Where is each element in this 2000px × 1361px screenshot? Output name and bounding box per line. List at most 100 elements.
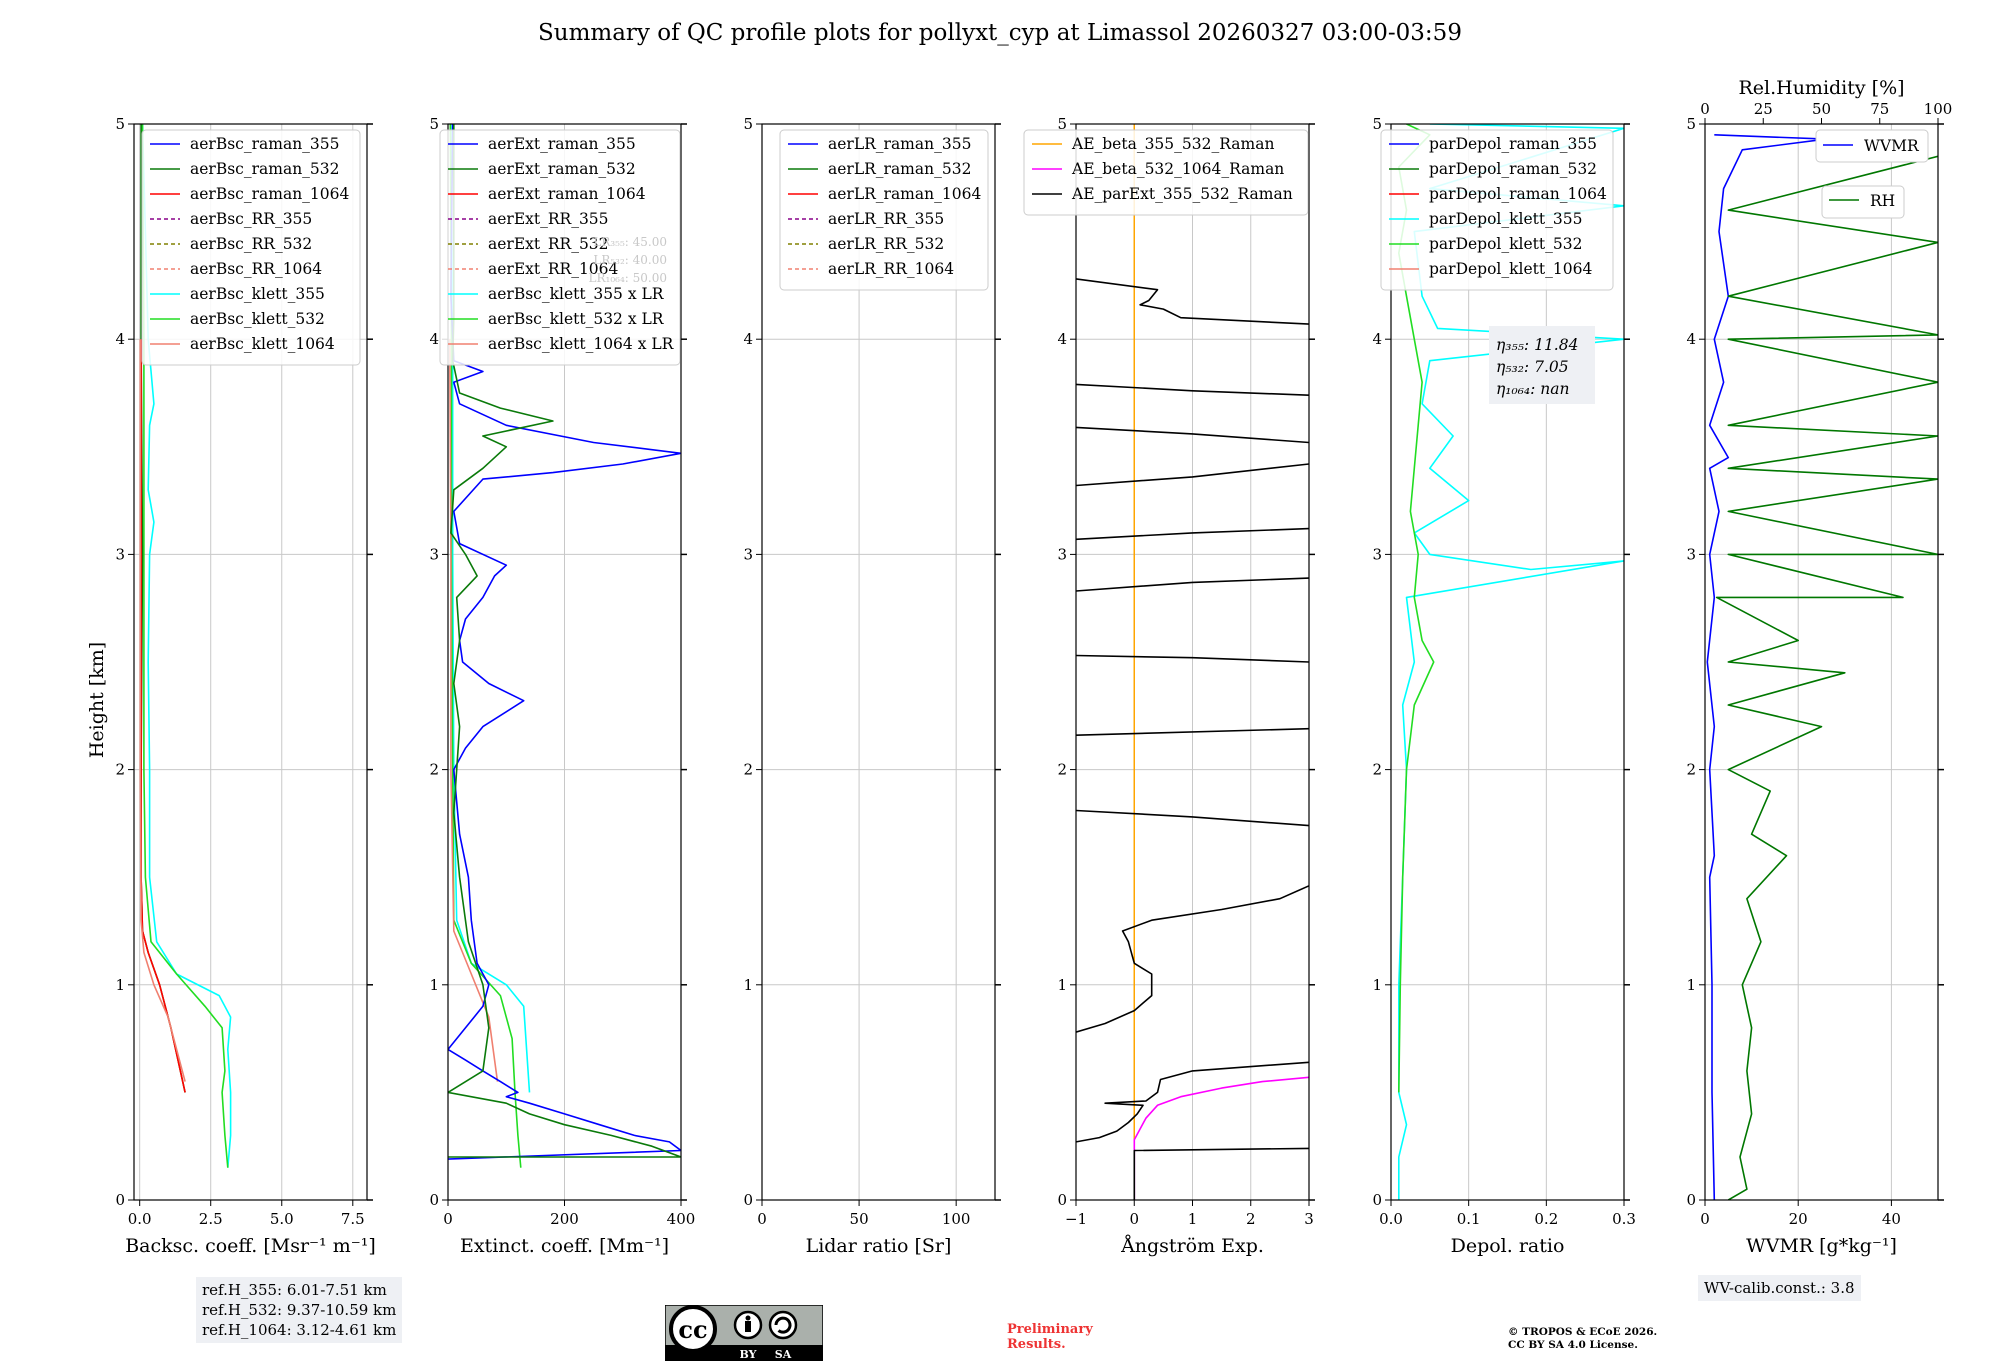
legend: aerBsc_raman_355 aerBsc_raman_532 aerBsc_r… bbox=[141, 129, 361, 366]
x-tick-label: 20 bbox=[1789, 1210, 1808, 1228]
y-tick-label: 0 bbox=[429, 1191, 439, 1209]
legend-entry: aerLR_raman_1064 bbox=[828, 185, 981, 203]
top-tick-label: 0 bbox=[1700, 100, 1710, 118]
series-line-aerBsc_raman_1064 bbox=[140, 339, 186, 1093]
legend-entry: parDepol_klett_1064 bbox=[1429, 260, 1592, 278]
x-tick-label: 2.5 bbox=[199, 1210, 223, 1228]
legend-entry: aerLR_raman_355 bbox=[828, 135, 971, 153]
x-tick-label: 1 bbox=[1188, 1210, 1198, 1228]
legend-entry: aerBsc_RR_1064 bbox=[190, 260, 322, 278]
copyright-note: © TROPOS & ECoE 2026. CC BY SA 4.0 Licen… bbox=[1508, 1326, 1657, 1352]
legend: parDepol_raman_355 parDepol_raman_532 parD… bbox=[1380, 129, 1614, 291]
top-tick-label: 100 bbox=[1924, 100, 1953, 118]
y-tick-label: 2 bbox=[1057, 761, 1067, 779]
panel-ext: 0 200 400 0 1 2 3 4 5 Extinct. coeff. [Mm⁻¹] aerEx… bbox=[429, 115, 695, 1257]
series-group bbox=[448, 124, 681, 1168]
legend-entry: aerExt_RR_355 bbox=[488, 210, 609, 228]
panel-frame bbox=[1704, 123, 1939, 1201]
lr-annotation: LR₃₅₅: 45.00 bbox=[593, 235, 667, 249]
wv-calib-box: WV-calib.const.: 3.8 bbox=[1698, 1275, 1861, 1301]
panel-lr: 0 50 100 0 1 2 3 4 5 Lidar ratio [Sr] aerLR_raman_… bbox=[743, 115, 1001, 1257]
y-tick-label: 0 bbox=[1057, 1191, 1067, 1209]
y-tick-label: 3 bbox=[743, 545, 753, 563]
x-axis-label: Ångström Exp. bbox=[1120, 1235, 1264, 1257]
x-tick-label: 0 bbox=[757, 1210, 767, 1228]
preliminary-note: Preliminary Results. bbox=[1007, 1322, 1093, 1352]
wv-calib-const: WV-calib.const.: 3.8 bbox=[1704, 1279, 1855, 1297]
y-tick-label: 3 bbox=[1686, 545, 1696, 563]
series-line-AE_parExt_355_532_Raman bbox=[1076, 577, 1309, 592]
legend-entry: parDepol_raman_355 bbox=[1429, 135, 1597, 153]
ref-h-1064: ref.H_1064: 3.12-4.61 km bbox=[202, 1321, 397, 1339]
legend-entry: parDepol_klett_532 bbox=[1429, 235, 1582, 253]
top-axis-label: Rel.Humidity [%] bbox=[1738, 77, 1904, 99]
y-tick-label: 1 bbox=[115, 976, 125, 994]
legend-entry: aerBsc_klett_532 bbox=[190, 310, 325, 328]
legend-box bbox=[1023, 129, 1309, 216]
y-tick-label: 3 bbox=[429, 545, 439, 563]
y-tick-label: 4 bbox=[1686, 330, 1696, 348]
y-tick-label: 4 bbox=[743, 330, 753, 348]
legend-entry: aerBsc_klett_1064 x LR bbox=[488, 335, 675, 353]
series-line-RH bbox=[1715, 155, 1938, 1200]
legend-entry: RH bbox=[1870, 192, 1895, 210]
svg-text:cc: cc bbox=[678, 1315, 707, 1344]
legend: aerLR_raman_355 aerLR_raman_532 aerLR_rama… bbox=[779, 129, 989, 291]
y-tick-label: 0 bbox=[1686, 1191, 1696, 1209]
y-tick-label: 3 bbox=[1057, 545, 1067, 563]
legend: AE_beta_355_532_Raman AE_beta_532_1064_Ra… bbox=[1023, 129, 1309, 216]
legend-entry: aerExt_RR_1064 bbox=[488, 260, 619, 278]
panel-wv: 0 20 40 0 1 2 3 4 5 WVMR [g*kg⁻¹] 0 25 50 75 100 Rel.Hu… bbox=[1686, 77, 1952, 1257]
x-tick-label: 7.5 bbox=[341, 1210, 365, 1228]
panel-bsc: 0.0 2.5 5.0 7.5 0 1 2 3 4 5 Backsc. coeff. [Msr⁻¹ … bbox=[115, 115, 375, 1257]
y-tick-label: 4 bbox=[115, 330, 125, 348]
x-tick-label: 0 bbox=[1129, 1210, 1139, 1228]
top-tick-label: 75 bbox=[1870, 100, 1889, 118]
copyright-line-2: CC BY SA 4.0 License. bbox=[1508, 1339, 1638, 1351]
series-line-AE_parExt_355_532_Raman bbox=[1076, 383, 1309, 396]
series-line-AE_parExt_355_532_Raman bbox=[1076, 278, 1309, 325]
series-line-aerBsc_klett_355 x LR bbox=[450, 124, 531, 1093]
series-line-AE_parExt_355_532_Raman bbox=[1076, 885, 1309, 1033]
cc-license-logo: cc BY SA bbox=[665, 1305, 823, 1361]
x-tick-label: 50 bbox=[850, 1210, 869, 1228]
y-axis-label: Height [km] bbox=[86, 642, 108, 758]
legend-rh: RH bbox=[1821, 185, 1905, 219]
legend-entry: AE_parExt_355_532_Raman bbox=[1071, 185, 1293, 203]
cc-by-label: BY bbox=[740, 1348, 757, 1361]
x-tick-label: 400 bbox=[667, 1210, 696, 1228]
panel-frame bbox=[133, 123, 368, 1201]
y-tick-label: 4 bbox=[1372, 330, 1382, 348]
legend-entry: aerBsc_klett_1064 bbox=[190, 335, 335, 353]
x-axis-label: Extinct. coeff. [Mm⁻¹] bbox=[460, 1235, 669, 1257]
y-tick-label: 1 bbox=[1057, 976, 1067, 994]
series-line-aerExt_raman_532 bbox=[448, 124, 681, 1158]
legend-entry: aerBsc_RR_355 bbox=[190, 210, 312, 228]
series-line-aerBsc_klett_1064 bbox=[139, 339, 186, 1082]
series-line-AE_parExt_355_532_Raman bbox=[1076, 463, 1309, 487]
y-tick-label: 2 bbox=[429, 761, 439, 779]
legend-entry: aerExt_raman_355 bbox=[488, 135, 636, 153]
legend-entry: aerLR_RR_355 bbox=[828, 210, 944, 228]
y-tick-label: 2 bbox=[743, 761, 753, 779]
series-line-AE_parExt_355_532_Raman bbox=[1076, 809, 1309, 827]
x-tick-label: −1 bbox=[1065, 1210, 1087, 1228]
y-tick-label: 5 bbox=[115, 115, 125, 133]
series-line-AE_beta_532_1064_Raman bbox=[1133, 1076, 1309, 1200]
y-tick-label: 2 bbox=[1372, 761, 1382, 779]
series-line-WVMR bbox=[1706, 134, 1827, 1200]
ref-height-box: ref.H_355: 6.01-7.51 km ref.H_532: 9.37-… bbox=[196, 1277, 403, 1343]
legend-entry: aerExt_RR_532 bbox=[488, 235, 609, 253]
y-tick-label: 5 bbox=[1686, 115, 1696, 133]
legend-entry: aerExt_raman_1064 bbox=[488, 185, 646, 203]
series-line-AE_parExt_355_532_Raman bbox=[1076, 727, 1309, 736]
y-tick-label: 1 bbox=[743, 976, 753, 994]
legend: aerExt_raman_355 aerExt_raman_532 aerExt_r… bbox=[439, 129, 681, 366]
y-tick-label: 1 bbox=[429, 976, 439, 994]
x-tick-label: 0.3 bbox=[1612, 1210, 1636, 1228]
y-tick-label: 1 bbox=[1372, 976, 1382, 994]
series-line-aerBsc_klett_532 bbox=[141, 124, 229, 1168]
legend-entry: aerBsc_RR_532 bbox=[190, 235, 312, 253]
legend-entry: aerLR_raman_532 bbox=[828, 160, 971, 178]
x-tick-label: 3 bbox=[1304, 1210, 1314, 1228]
